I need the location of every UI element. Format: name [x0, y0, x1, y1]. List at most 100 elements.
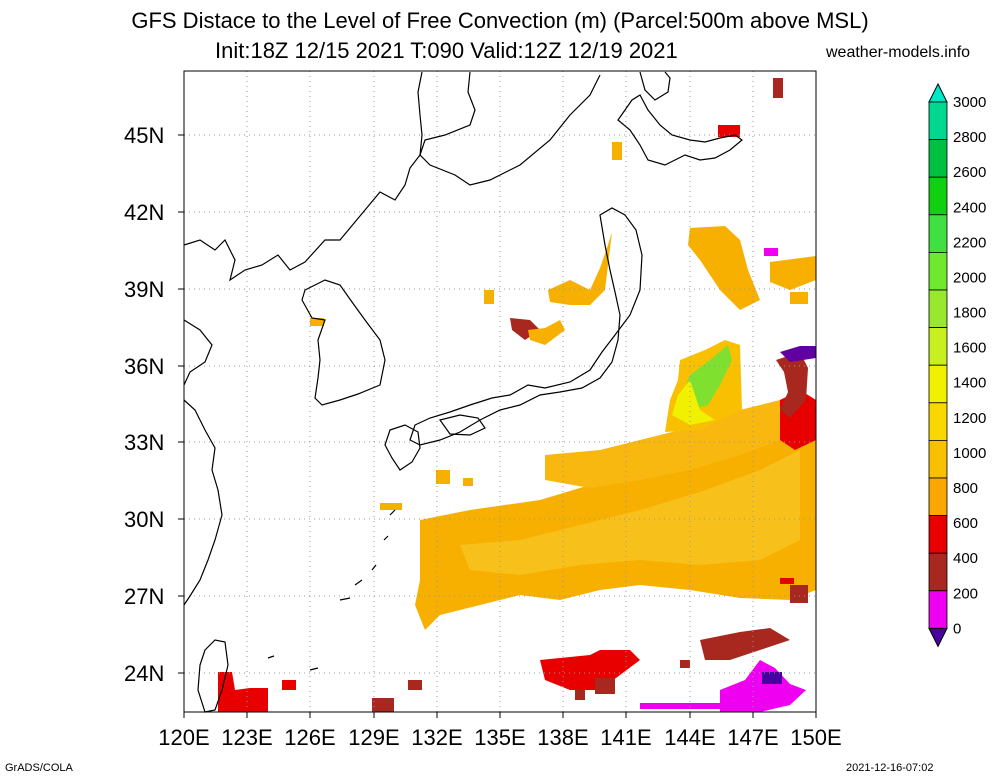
noto-orange — [528, 320, 565, 345]
mainland-asia-coast — [183, 71, 423, 282]
lon-label: 138E — [537, 725, 588, 750]
orange-band-north — [545, 400, 780, 488]
colorbar-swatch — [928, 552, 948, 592]
lat-label: 30N — [124, 507, 164, 532]
lon-axis: 120E 123E 126E 129E 132E 135E 138E 141E … — [158, 712, 842, 750]
brown-patch — [595, 678, 615, 694]
yellow-ring — [672, 380, 715, 425]
lat-label: 42N — [124, 200, 164, 225]
lat-axis: 45N 42N 39N 36N 33N 30N 27N 24N — [124, 123, 184, 686]
field-shading — [218, 78, 816, 712]
brown-patch — [372, 698, 394, 712]
hokkaido-coast — [617, 94, 743, 166]
red-patch — [718, 125, 740, 137]
lon-label: 141E — [600, 725, 651, 750]
lat-label: 36N — [124, 354, 164, 379]
kyushu-coast — [384, 424, 421, 471]
brown-patch — [790, 585, 808, 603]
colorbar-swatch — [928, 590, 948, 629]
colorbar-swatch — [928, 327, 948, 366]
colorbar-label: 2800 — [953, 129, 986, 146]
colorbar-label: 2000 — [953, 269, 986, 286]
colorbar-label: 0 — [953, 620, 961, 637]
colorbar-label: 2400 — [953, 199, 986, 216]
lon-label: 129E — [348, 725, 399, 750]
colorbar: 3000280026002400220020001800160014001200… — [928, 82, 986, 648]
orange-band-light — [460, 450, 800, 575]
east-brown — [776, 352, 808, 418]
ne-orange-2 — [770, 256, 816, 290]
lat-label: 27N — [124, 584, 164, 609]
sw-red — [218, 672, 268, 712]
lon-label: 150E — [790, 725, 841, 750]
colorbar-swatch — [928, 477, 948, 516]
brown-patch — [773, 78, 783, 98]
colorbar-swatch — [928, 402, 948, 441]
colorbar-label: 1800 — [953, 305, 986, 322]
lon-label: 144E — [664, 725, 715, 750]
brown-patch — [575, 690, 585, 700]
orange-patch — [380, 503, 402, 510]
chart-title: GFS Distace to the Level of Free Convect… — [131, 8, 869, 33]
orange-patch — [790, 292, 808, 304]
footer-credit: GrADS/COLA — [5, 762, 73, 774]
colorbar-label: 600 — [953, 515, 978, 532]
lon-label: 132E — [411, 725, 462, 750]
brown-patch — [680, 660, 690, 668]
coastlines — [183, 71, 743, 713]
south-red-1 — [540, 650, 640, 690]
colorbar-label: 800 — [953, 480, 978, 497]
site-credit: weather-models.info — [826, 44, 971, 61]
colorbar-swatch — [928, 176, 948, 216]
footer-timestamp: 2021-12-16-07:02 — [846, 762, 934, 774]
honshu-coast — [409, 207, 643, 446]
china-coast — [183, 319, 223, 606]
colorbar-swatch — [928, 515, 948, 554]
colorbar-swatch — [928, 439, 948, 479]
magenta-strip — [640, 703, 720, 709]
colorbar-bottom-arrow — [928, 627, 948, 648]
brown-patch — [408, 680, 422, 690]
colorbar-swatch — [928, 289, 948, 328]
magenta-patch — [764, 248, 778, 256]
colorbar-label: 1000 — [953, 445, 986, 462]
colorbar-label: 3000 — [953, 94, 986, 111]
colorbar-swatch — [928, 139, 948, 178]
ryukyu-islands — [267, 509, 396, 671]
colorbar-label: 200 — [953, 585, 978, 602]
colorbar-label: 1200 — [953, 410, 986, 427]
colorbar-label: 400 — [953, 550, 978, 567]
lon-label: 147E — [727, 725, 778, 750]
colorbar-label: 1600 — [953, 340, 986, 357]
south-magenta — [720, 660, 806, 712]
colorbar-label: 2200 — [953, 234, 986, 251]
lat-label: 33N — [124, 430, 164, 455]
lat-label: 45N — [124, 123, 164, 148]
colorbar-swatch — [928, 364, 948, 404]
colorbar-label: 2600 — [953, 164, 986, 181]
red-patch — [780, 578, 794, 584]
purple-patch — [762, 672, 782, 684]
colorbar-top-arrow — [928, 82, 948, 103]
korea-coast — [301, 279, 386, 406]
orange-patch — [310, 318, 324, 326]
russia-coast — [419, 71, 601, 186]
east-purple — [780, 346, 816, 362]
colorbar-label: 1400 — [953, 375, 986, 392]
taiwan-coast — [197, 639, 229, 713]
lat-label: 39N — [124, 277, 164, 302]
shikoku-coast — [438, 414, 486, 436]
lon-label: 123E — [221, 725, 272, 750]
lon-label: 126E — [284, 725, 335, 750]
sakhalin-coast — [639, 71, 671, 101]
lon-label: 135E — [474, 725, 525, 750]
lat-label: 24N — [124, 661, 164, 686]
orange-patch — [612, 142, 622, 160]
orange-patch — [436, 470, 450, 484]
colorbar-swatch — [928, 101, 948, 140]
chart-subtitle: Init:18Z 12/15 2021 T:090 Valid:12Z 12/1… — [215, 38, 678, 63]
ne-orange — [688, 226, 760, 310]
colorbar-swatch — [928, 214, 948, 253]
map-area — [183, 70, 817, 713]
